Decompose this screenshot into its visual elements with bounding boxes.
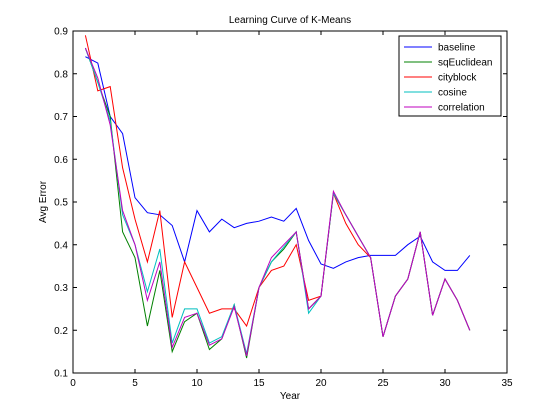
legend: baseline sqEuclidean cityblock cosine correl…	[399, 36, 501, 116]
legend-label-correlation: correlation	[438, 103, 485, 114]
legend-label-cityblock: cityblock	[438, 73, 477, 84]
x-tick-label: 15	[253, 378, 265, 389]
x-tick-label: 0	[70, 378, 76, 389]
y-tick-label: 0.7	[54, 112, 68, 123]
y-tick-label: 0.6	[54, 155, 68, 166]
legend-label-baseline: baseline	[438, 43, 476, 54]
y-tick-label: 0.8	[54, 69, 68, 80]
x-tick-label: 25	[377, 378, 389, 389]
x-tick-label: 30	[439, 378, 451, 389]
x-tick-label: 20	[315, 378, 327, 389]
x-axis-label: Year	[280, 391, 301, 402]
legend-label-cosine: cosine	[438, 88, 467, 99]
y-tick-label: 0.4	[54, 240, 68, 251]
legend-label-sqEuclidean: sqEuclidean	[438, 58, 492, 69]
y-tick-label: 0.3	[54, 283, 68, 294]
x-tick-label: 35	[501, 378, 513, 389]
y-tick-label: 0.1	[54, 369, 68, 380]
y-axis-label: Avg Error	[38, 180, 49, 223]
chart-title: Learning Curve of K-Means	[229, 15, 351, 26]
y-tick-label: 0.2	[54, 326, 68, 337]
y-tick-label: 0.5	[54, 198, 68, 209]
x-tick-label: 5	[132, 378, 138, 389]
x-tick-label: 10	[191, 378, 203, 389]
y-tick-label: 0.9	[54, 27, 68, 38]
